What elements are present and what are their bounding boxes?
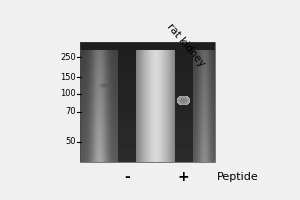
- Text: 100: 100: [60, 90, 76, 98]
- Text: 250: 250: [60, 52, 76, 62]
- Text: -: -: [124, 170, 130, 184]
- Text: Peptide: Peptide: [217, 172, 259, 182]
- Text: 50: 50: [65, 138, 76, 146]
- Text: rat kidney: rat kidney: [165, 22, 207, 69]
- Bar: [80, 42, 215, 162]
- Text: 150: 150: [60, 72, 76, 82]
- Text: +: +: [177, 170, 189, 184]
- Text: 70: 70: [65, 108, 76, 116]
